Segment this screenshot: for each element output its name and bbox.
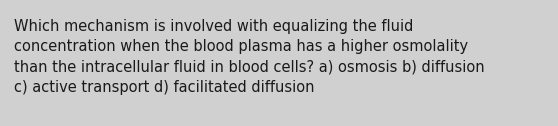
- Text: Which mechanism is involved with equalizing the fluid
concentration when the blo: Which mechanism is involved with equaliz…: [14, 19, 484, 95]
